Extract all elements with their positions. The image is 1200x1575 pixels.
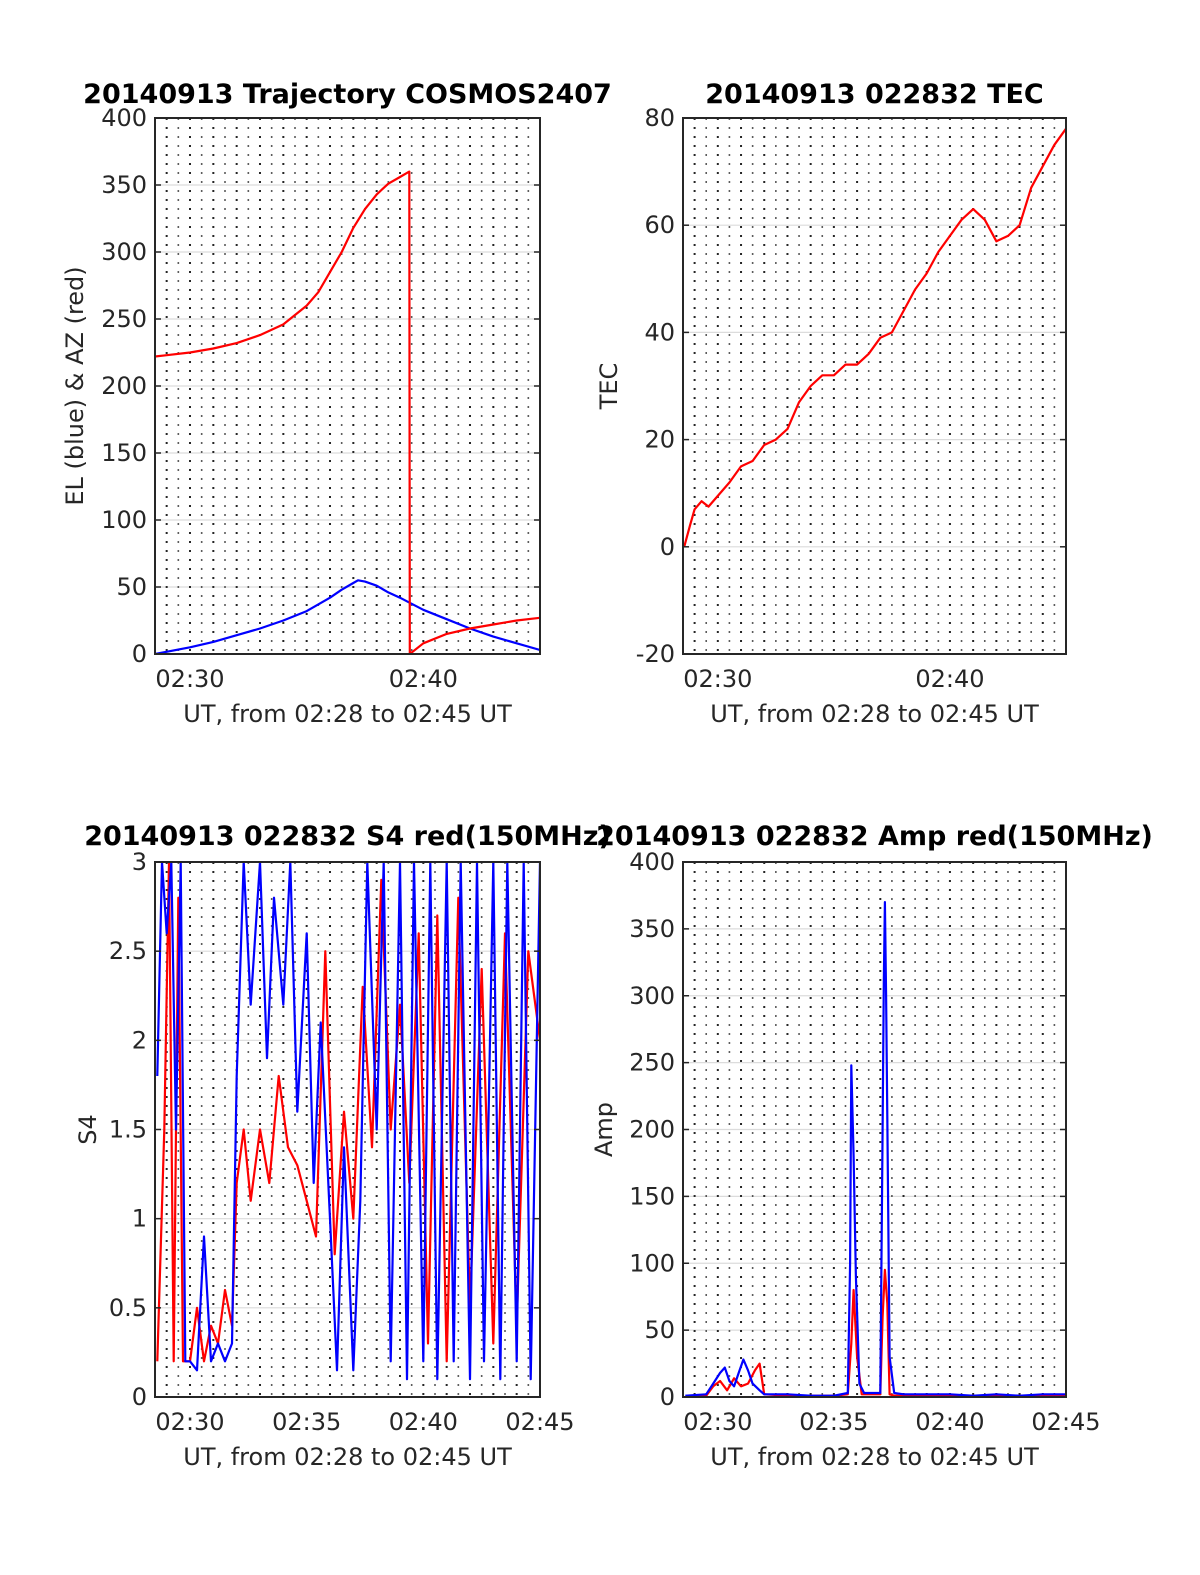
tec-panel: -20 0 20 40 60 80 02:30 02:40 20140913 022832 TE… (595, 79, 1067, 728)
y-tick-label: 0 (132, 1383, 147, 1411)
y-tick-label: 150 (629, 1182, 675, 1210)
series-line-red (685, 1268, 1066, 1397)
y-tick-label: 0 (660, 533, 675, 561)
y-tick-label: 2 (132, 1026, 147, 1054)
y-tick-label: 100 (101, 506, 147, 534)
y-tick-label: 2.5 (109, 937, 147, 965)
y-axis-label: TEC (595, 363, 623, 411)
y-tick-label: 0.5 (109, 1294, 147, 1322)
y-tick-label: 50 (644, 1316, 675, 1344)
x-tick-label: 02:30 (155, 1408, 224, 1436)
series-line-blue (685, 900, 1066, 1397)
x-tick-label: 02:45 (1031, 1408, 1100, 1436)
y-tick-label: 350 (629, 915, 675, 943)
y-tick-label: 400 (101, 104, 147, 132)
y-tick-label: 1 (132, 1205, 147, 1233)
chart-title: 20140913 022832 TEC (705, 79, 1044, 110)
y-axis-label: Amp (590, 1102, 618, 1157)
x-tick-label: 02:35 (799, 1408, 868, 1436)
series-line-red (155, 170, 540, 654)
x-tick-label: 02:30 (683, 1408, 752, 1436)
y-axis-label: S4 (74, 1114, 102, 1145)
chart-title: 20140913 Trajectory COSMOS2407 (83, 79, 612, 110)
x-tick-label: 02:40 (915, 1408, 984, 1436)
y-tick-label: 3 (132, 848, 147, 876)
y-tick-label: 400 (629, 848, 675, 876)
x-tick-label: 02:45 (505, 1408, 574, 1436)
axes-box (682, 117, 1067, 655)
y-tick-label: 200 (629, 1116, 675, 1144)
chart-title: 20140913 022832 S4 red(150MHz) (84, 821, 611, 852)
y-tick-label: 300 (629, 982, 675, 1010)
x-axis-label: UT, from 02:28 to 02:45 UT (183, 1443, 512, 1471)
y-tick-label: -20 (636, 640, 675, 668)
x-axis-label: UT, from 02:28 to 02:45 UT (183, 700, 512, 728)
x-tick-label: 02:40 (389, 1408, 458, 1436)
x-axis-label: UT, from 02:28 to 02:45 UT (710, 700, 1039, 728)
y-tick-label: 350 (101, 171, 147, 199)
series-line-blue (156, 862, 540, 1381)
s4-panel: 0 0.5 1 1.5 2 2.5 3 02:30 02:35 02:40 02:45 2014091… (74, 821, 611, 1471)
y-tick-label: 250 (629, 1049, 675, 1077)
y-tick-label: 200 (101, 372, 147, 400)
x-tick-label: 02:30 (683, 665, 752, 693)
amp-panel: 0 50 100 150 200 250 300 350 400 02:30 02:35 02:40 0… (590, 821, 1153, 1471)
y-tick-label: 250 (101, 305, 147, 333)
y-tick-label: 150 (101, 439, 147, 467)
y-tick-label: 80 (644, 104, 675, 132)
y-tick-label: 50 (116, 573, 147, 601)
x-axis-label: UT, from 02:28 to 02:45 UT (710, 1443, 1039, 1471)
chart-title: 20140913 022832 Amp red(150MHz) (596, 821, 1153, 852)
series-line-red (683, 128, 1066, 548)
trajectory-panel: 0 50 100 150 200 250 300 350 400 02:30 02:40 201409… (61, 79, 612, 728)
y-axis-label: EL (blue) & AZ (red) (61, 266, 89, 505)
y-tick-label: 100 (629, 1249, 675, 1277)
series-line-blue (155, 579, 540, 654)
x-tick-label: 02:40 (915, 665, 984, 693)
y-tick-label: 300 (101, 238, 147, 266)
y-tick-label: 0 (660, 1383, 675, 1411)
x-tick-label: 02:30 (155, 665, 224, 693)
y-tick-label: 1.5 (109, 1116, 147, 1144)
y-tick-label: 0 (132, 640, 147, 668)
x-tick-label: 02:40 (389, 665, 458, 693)
y-tick-label: 40 (644, 318, 675, 346)
y-tick-label: 60 (644, 211, 675, 239)
x-tick-label: 02:35 (272, 1408, 341, 1436)
y-tick-label: 20 (644, 426, 675, 454)
